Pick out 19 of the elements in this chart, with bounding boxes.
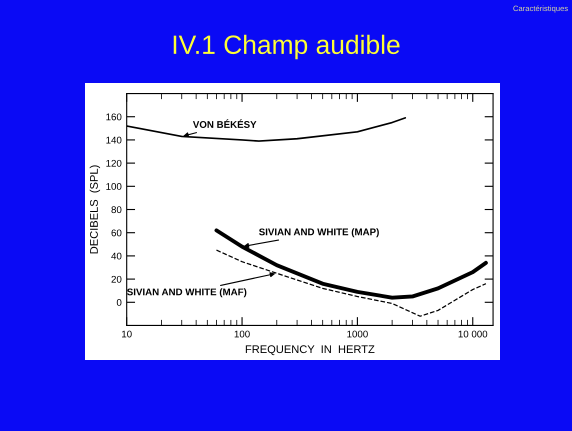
y-tick-label: 100 xyxy=(106,183,122,190)
y-tick-label: 140 xyxy=(106,136,122,144)
y-axis-title: DECIBELS (SPL) xyxy=(90,165,100,254)
series-label: VON BÉKÉSY xyxy=(192,119,256,128)
y-tick-label: 60 xyxy=(112,229,122,236)
x-tick-label: 1000 xyxy=(347,330,368,338)
x-tick-label: 10 000 xyxy=(458,330,488,338)
y-tick-label: 120 xyxy=(106,160,122,167)
x-tick-label: 100 xyxy=(234,330,250,338)
y-tick-label: 20 xyxy=(112,276,122,283)
y-tick-label: 160 xyxy=(106,113,122,120)
x-tick-label: 10 xyxy=(122,330,132,338)
y-tick-label: 0 xyxy=(116,299,122,306)
chart-title: IV.1 Champ audible xyxy=(174,34,400,60)
series-label: SIVIAN AND WHITE (MAP) xyxy=(258,228,379,238)
x-axis-title: FREQUENCY IN HERTZ xyxy=(246,345,374,356)
y-tick-label: 40 xyxy=(111,252,122,260)
text: SIVIAN AND WHITE (MAF) xyxy=(127,288,246,298)
y-tick-label: 80 xyxy=(111,206,122,214)
